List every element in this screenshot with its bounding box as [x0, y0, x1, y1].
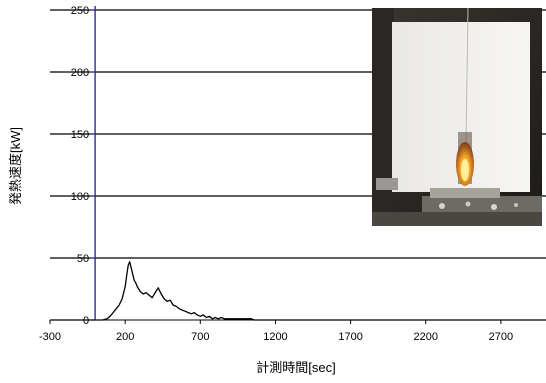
x-tick-label-1700: 1700 — [338, 331, 362, 343]
y-axis-title: 発熱速度[kW] — [8, 127, 23, 205]
series-line-0 — [50, 261, 546, 321]
y-tick-label-200: 200 — [71, 67, 89, 79]
y-tick-label-250: 250 — [71, 5, 89, 17]
x-tick-label-200: 200 — [116, 331, 134, 343]
photo-debris-4 — [514, 203, 518, 207]
y-tick-label-0: 0 — [83, 315, 89, 327]
x-tick-label-2200: 2200 — [414, 331, 438, 343]
tick-labels: 0 50 100 150 200 250 -300 200 700 1200 1700 2200 270… — [39, 5, 513, 343]
x-tick-label--300: -300 — [39, 331, 61, 343]
inset-photo — [372, 7, 542, 226]
x-tick-label-700: 700 — [191, 331, 209, 343]
photo-side-frame — [376, 178, 398, 190]
x-tick-label-1200: 1200 — [263, 331, 287, 343]
series — [50, 261, 546, 321]
photo-debris-3 — [491, 204, 497, 210]
y-tick-label-150: 150 — [71, 129, 89, 141]
photo-debris-2 — [465, 201, 471, 207]
photo-floor — [372, 212, 542, 226]
x-axis-title: 計測時間[sec] — [256, 360, 335, 375]
y-tick-label-50: 50 — [77, 253, 89, 265]
photo-flame-core — [461, 159, 469, 181]
photo-wire — [465, 7, 469, 143]
photo-debris-1 — [439, 203, 445, 209]
photo-wall-left — [372, 8, 394, 226]
y-tick-label-100: 100 — [71, 191, 89, 203]
x-tick-label-2700: 2700 — [489, 331, 513, 343]
photo-burner-top — [430, 188, 500, 198]
